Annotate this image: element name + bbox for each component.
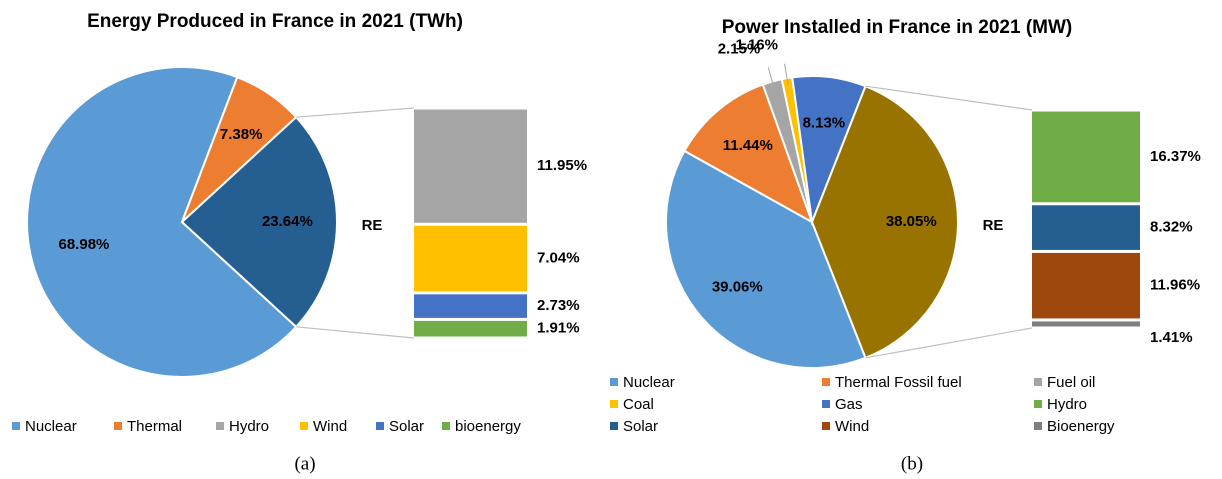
legend-label: Bioenergy	[1047, 418, 1115, 435]
legend-swatch	[822, 378, 830, 386]
bar-segment	[414, 109, 527, 223]
legend-swatch	[12, 422, 20, 430]
bar-segment	[414, 294, 527, 318]
bar-segment	[1032, 111, 1140, 203]
data-label: 68.98%	[59, 236, 110, 253]
chart-title: Energy Produced in France in 2021 (TWh)	[87, 11, 463, 32]
bar-segment	[1032, 321, 1140, 327]
connector	[865, 327, 1033, 359]
data-label: 8.13%	[803, 114, 846, 131]
legend-label: Thermal	[127, 418, 182, 435]
legend-swatch	[610, 378, 618, 386]
legend-swatch	[822, 422, 830, 430]
bar-label: 11.96%	[1150, 277, 1200, 294]
legend-label: Nuclear	[25, 418, 77, 435]
legend-label: Nuclear	[623, 374, 675, 391]
bar-segment	[1032, 205, 1140, 250]
legend-swatch	[610, 400, 618, 408]
legend-label: Wind	[835, 418, 869, 435]
pie-slice	[810, 84, 959, 360]
legend-swatch	[114, 422, 122, 430]
data-label: 39.06%	[712, 278, 763, 295]
bar-label: 1.91%	[537, 320, 580, 337]
leader-line	[767, 67, 775, 89]
pie-slice	[180, 115, 338, 329]
data-label: 1.16%	[735, 36, 778, 53]
legend-swatch	[822, 400, 830, 408]
connector	[865, 85, 1033, 111]
pie-slice	[26, 66, 298, 378]
pie-slice	[665, 149, 867, 369]
data-label: 7.38%	[220, 126, 263, 143]
caption: (a)	[294, 453, 315, 474]
connector	[296, 326, 415, 339]
legend-label: Solar	[389, 418, 424, 435]
data-label: 23.64%	[262, 213, 313, 230]
bar-label: 16.37%	[1150, 148, 1201, 165]
bar-segment	[414, 225, 527, 292]
legend-label: Fuel oil	[1047, 374, 1095, 391]
legend-label: Wind	[313, 418, 347, 435]
legend-swatch	[216, 422, 224, 430]
legend-swatch	[376, 422, 384, 430]
leader-line	[784, 63, 789, 86]
bar-label: 7.04%	[537, 250, 580, 267]
pie-slice	[683, 83, 814, 225]
data-label: 38.05%	[886, 213, 937, 230]
legend-label: Hydro	[229, 418, 269, 435]
legend-label: Hydro	[1047, 396, 1087, 413]
group-label: RE	[983, 217, 1004, 234]
legend-label: Gas	[835, 396, 863, 413]
legend-swatch	[610, 422, 618, 430]
bar-segment	[1032, 252, 1140, 319]
legend-label: Solar	[623, 418, 658, 435]
legend-label: Coal	[623, 396, 654, 413]
data-label: 2.15%	[718, 40, 761, 57]
legend-label: Thermal Fossil fuel	[835, 374, 962, 391]
chart-title: Power Installed in France in 2021 (MW)	[722, 17, 1073, 38]
legend-swatch	[442, 422, 450, 430]
bar-label: 2.73%	[537, 297, 580, 314]
bar-label: 11.95%	[537, 157, 587, 174]
data-label: 11.44%	[723, 137, 773, 154]
legend-label: bioenergy	[455, 418, 521, 435]
bar-label: 1.41%	[1150, 329, 1193, 346]
legend-swatch	[1034, 378, 1042, 386]
legend-swatch	[1034, 400, 1042, 408]
legend-swatch	[1034, 422, 1042, 430]
bar-label: 8.32%	[1150, 219, 1193, 236]
bar-segment	[414, 320, 527, 337]
group-label: RE	[362, 217, 383, 234]
legend-swatch	[300, 422, 308, 430]
connector	[296, 107, 415, 118]
caption: (b)	[901, 453, 923, 474]
